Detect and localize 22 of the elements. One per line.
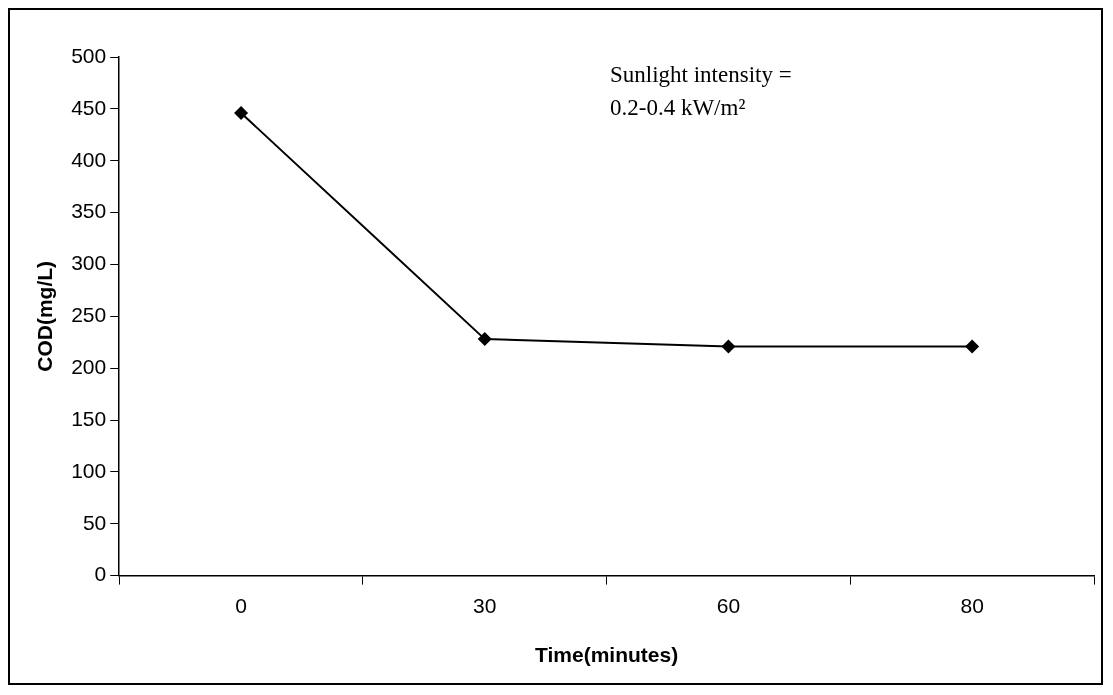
y-tick-label: 300 bbox=[71, 251, 107, 275]
x-tick-label: 80 bbox=[960, 594, 984, 617]
y-tick-label: 50 bbox=[82, 510, 107, 534]
y-tick-label: 100 bbox=[71, 458, 107, 482]
x-tick-label: 0 bbox=[235, 594, 247, 617]
point bbox=[477, 332, 492, 347]
y-tick-label: 500 bbox=[71, 43, 107, 67]
y-axis-title: COD(mg/L) bbox=[33, 260, 57, 372]
point bbox=[234, 106, 249, 121]
y-tick-label: 150 bbox=[71, 406, 107, 430]
y-tick-label: 400 bbox=[71, 147, 107, 171]
y-tick-label: 250 bbox=[71, 303, 107, 327]
point bbox=[965, 339, 980, 354]
point bbox=[721, 339, 736, 354]
y-tick-label: 350 bbox=[71, 199, 107, 223]
y-tick-label: 200 bbox=[71, 354, 107, 378]
annotation: Sunlight intensity = 0.2-0.4 kW/m² bbox=[610, 61, 792, 122]
y-tick-label: 0 bbox=[94, 562, 107, 586]
x-tick-label: 60 bbox=[716, 594, 741, 617]
x-axis-title: Time(minutes) bbox=[535, 643, 679, 667]
x-tick-label: 30 bbox=[473, 594, 497, 617]
y-tick-label: 450 bbox=[71, 95, 107, 119]
